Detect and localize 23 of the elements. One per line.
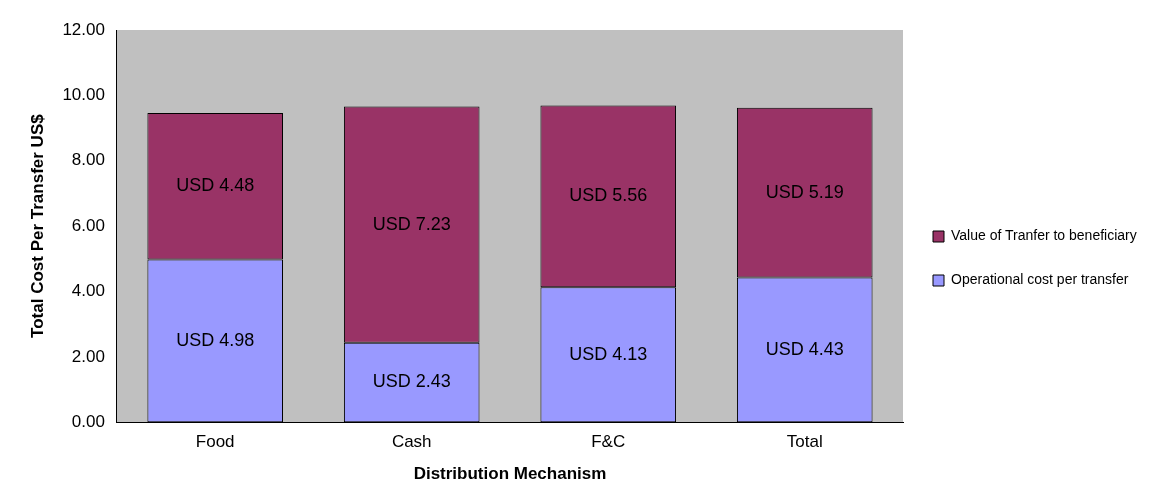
- y-tick-label: 2.00: [71, 346, 105, 366]
- x-tick-label: Food: [195, 432, 235, 452]
- y-tick-label: 4.00: [71, 281, 105, 301]
- y-tick-label: 0.00: [71, 411, 105, 431]
- y-tick-label: 12.00: [62, 19, 105, 39]
- y-tick-label: 10.00: [62, 85, 105, 105]
- data-label: USD 2.43: [372, 371, 451, 392]
- data-label: USD 5.19: [765, 181, 844, 202]
- x-tick-label: Total: [786, 432, 823, 452]
- legend-label: Value of Tranfer to beneficiary: [951, 227, 1137, 244]
- y-tick-label: 6.00: [71, 215, 105, 235]
- data-label: USD 4.43: [765, 338, 844, 359]
- x-axis-title: Distribution Mechanism: [413, 464, 607, 484]
- data-label: USD 4.48: [176, 175, 255, 196]
- data-label: USD 7.23: [372, 213, 451, 234]
- y-tick-label: 8.00: [71, 150, 105, 170]
- y-axis-title: Total Cost Per Transfer US$: [27, 113, 47, 338]
- x-tick-label: Cash: [391, 432, 432, 452]
- legend-label: Operational cost per transfer: [951, 271, 1129, 288]
- data-label: USD 4.13: [569, 343, 648, 364]
- x-tick-label: F&C: [591, 432, 626, 452]
- data-label: USD 4.98: [176, 329, 255, 350]
- data-label: USD 5.56: [569, 185, 648, 206]
